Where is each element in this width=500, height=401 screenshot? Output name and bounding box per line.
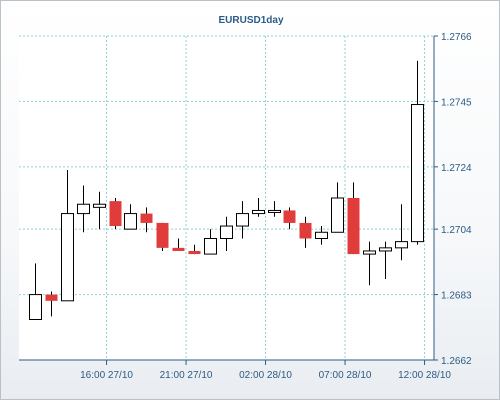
candle-body-up [411,104,424,243]
candle-body-up [236,213,249,227]
candle [347,182,360,255]
y-tick-label: 1.2704 [441,225,472,236]
candle [363,241,376,286]
candle [77,185,90,233]
candle-body-up [315,231,328,239]
candle [331,182,344,233]
candle-body-up [204,238,217,255]
candle-body-up [61,213,74,302]
candle [172,238,185,251]
candle [299,216,312,248]
candle [411,60,424,245]
candle [379,241,392,279]
candle [109,198,122,230]
candle-body-up [363,250,376,255]
candle-body-down [172,247,185,251]
candle [188,244,201,255]
candle [29,263,42,321]
candle-body-down [156,222,169,248]
candle-layer [29,60,424,321]
candle-body-down [283,210,296,223]
candle [45,291,58,317]
y-tick-label: 1.2745 [441,97,472,108]
x-tick-label: 16:00 27/10 [80,370,133,381]
grid-layer [19,35,434,361]
candle-body-down [299,222,312,239]
candle-body-up [77,203,90,215]
axis-layer [19,35,438,365]
candle [283,207,296,230]
candle-body-up [395,241,408,249]
label-layer: 1.2766 1.2745 1.2724 1.2704 1.2683 1.2662 16:0… [80,32,472,381]
candle-body-down [109,201,122,227]
candle-body-up [220,225,233,240]
candle-body-up [268,209,281,213]
y-tick-label: 1.2766 [441,32,472,43]
x-tick-label: 21:00 27/10 [160,370,213,381]
y-tick-label: 1.2662 [441,356,472,367]
candle [204,229,217,255]
candle-body-up [93,203,106,208]
candle-body-up [379,247,392,252]
candle [61,169,74,302]
candle [156,222,169,251]
chart-title: EURUSD1day [218,15,283,26]
candle [220,216,233,251]
y-tick-label: 1.2724 [441,163,472,174]
candle-body-down [347,198,360,255]
candle-body-down [188,250,201,255]
x-tick-label: 12:00 28/10 [398,370,451,381]
candle [315,226,328,245]
candle-body-up [29,294,42,321]
candle [252,198,265,217]
plot-area [19,36,434,360]
candle-body-up [252,209,265,215]
candle-body-up [331,197,344,233]
candle [124,204,137,230]
y-tick-label: 1.2683 [441,291,472,302]
candle [395,204,408,261]
candle-body-down [45,294,58,301]
candle [140,207,153,233]
candle [93,191,106,230]
candle [268,201,281,217]
x-tick-label: 02:00 28/10 [239,370,292,381]
candle-body-up [124,213,137,230]
candle-body-down [140,213,153,223]
candle [236,201,249,239]
x-tick-label: 07:00 28/10 [319,370,372,381]
